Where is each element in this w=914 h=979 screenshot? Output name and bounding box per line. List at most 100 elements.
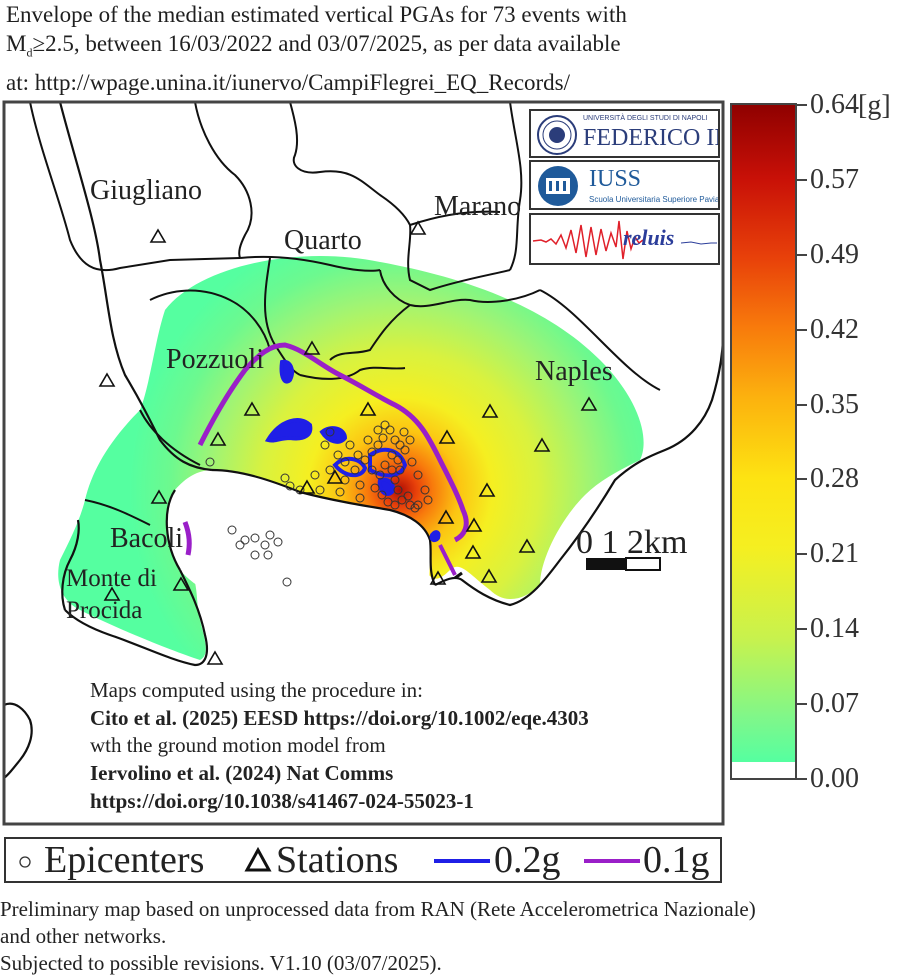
colorbar-tick-mark (797, 628, 807, 631)
colorbar-tick-mark (797, 778, 807, 780)
label-bacoli: Bacoli (110, 523, 183, 554)
epicenter-marker (380, 460, 390, 470)
legend-epicenters: Epicenters (44, 839, 205, 881)
station-marker (438, 429, 456, 444)
epicenter-marker (413, 500, 423, 510)
ref-line-2: Cito et al. (2025) EESD https://doi.org/… (90, 706, 589, 730)
epicenter-marker (315, 485, 325, 495)
epicenter-marker (260, 540, 270, 550)
label-quarto: Quarto (284, 225, 362, 256)
colorbar-tick-label: 0.64 (810, 89, 859, 120)
station-marker (478, 482, 496, 497)
station-marker (518, 538, 536, 553)
footer-line-2: and other networks. (0, 924, 167, 948)
station-marker (580, 396, 598, 411)
epicenter-marker (235, 540, 245, 550)
seismogram-icon (532, 220, 717, 260)
colorbar-tick-mark (797, 403, 807, 406)
epicenter-marker (370, 483, 380, 493)
epicenter-marker (363, 435, 373, 445)
label-marano: Marano (434, 191, 521, 222)
epicenter-marker (399, 427, 409, 437)
reluis-text: reluis (623, 225, 675, 250)
stations-layer (98, 220, 598, 665)
federico-top-text: UNIVERSITÀ DEGLI STUDI DI NAPOLI (583, 115, 708, 122)
contour-0-1g-bacoli (182, 521, 192, 556)
epicenter-marker (420, 485, 430, 495)
map-frame (2, 100, 725, 826)
epicenter-marker (423, 495, 433, 505)
epicenter-marker (390, 500, 400, 510)
epicenter-marker (273, 537, 283, 547)
colorbar-tick-mark (797, 104, 807, 106)
epicenter-marker (380, 420, 390, 430)
station-marker (429, 570, 447, 585)
epicenter-marker (250, 533, 260, 543)
contour-0-2g (264, 359, 441, 543)
contour-0-1g-south (438, 544, 457, 576)
iuss-emblem-icon (538, 166, 578, 206)
colorbar-tick-mark (797, 253, 807, 256)
epicenter-marker (263, 550, 273, 560)
legend-0-2g-line (434, 859, 490, 863)
colorbar-tick-mark (797, 703, 807, 706)
epicenter-marker (387, 450, 397, 460)
epicenter-marker (377, 490, 387, 500)
station-marker (149, 228, 167, 243)
epicenter-marker (367, 447, 377, 457)
epicenter-marker (335, 487, 345, 497)
station-marker (481, 403, 499, 418)
colorbar (730, 103, 797, 780)
scalebar-label: 0 1 2km (576, 524, 687, 561)
map-title: Envelope of the median estimated vertica… (6, 0, 906, 97)
title-line-3: at: http://wpage.unina.it/iunervo/CampiF… (6, 69, 571, 95)
epicenter-marker (350, 465, 360, 475)
epicenter-marker (385, 425, 395, 435)
ref-line-3: wth the ground motion model from (90, 733, 386, 757)
colorbar-tick-label: 0.14 (810, 613, 859, 645)
epicenter-marker (205, 457, 215, 467)
epicenter-marker (353, 450, 363, 460)
legend-0-1g: 0.1g (643, 839, 710, 881)
coastline (4, 102, 723, 779)
logo-federico: UNIVERSITÀ DEGLI STUDI DI NAPOLI FEDERIC… (529, 109, 720, 158)
epicenter-marker (325, 465, 335, 475)
epicenter-marker (265, 530, 275, 540)
epicenter-marker (395, 440, 405, 450)
ref-line-1: Maps computed using the procedure in: (90, 678, 423, 702)
station-marker (98, 372, 116, 387)
epicenter-marker (340, 457, 350, 467)
epicenter-marker (227, 525, 237, 535)
colorbar-tick-mark (797, 328, 807, 331)
station-marker (303, 340, 321, 355)
station-marker (150, 489, 168, 504)
epicenter-marker (390, 475, 400, 485)
epicenter-marker (400, 445, 410, 455)
colorbar-tick-label: 0.35 (810, 388, 859, 420)
station-marker (206, 650, 224, 665)
colorbar-tick-label: 0.57 (810, 163, 859, 195)
contour-0-1g (197, 342, 469, 543)
map-legend: Epicenters Stations 0.2g 0.1g (4, 837, 722, 883)
legend-stations: Stations (276, 839, 399, 881)
epicenter-marker (390, 435, 400, 445)
colorbar-tick-mark (797, 478, 807, 481)
epicenter-marker (355, 493, 365, 503)
epicenter-marker (413, 470, 423, 480)
colorbar-tick-label: 0.00 (810, 763, 859, 794)
legend-0-2g: 0.2g (494, 839, 561, 881)
footer-note: Preliminary map based on unprocessed dat… (0, 896, 910, 977)
epicenter-marker (325, 427, 335, 437)
colorbar-tick-label: 0.42 (810, 313, 859, 345)
colorbar-tick-mark (797, 178, 807, 181)
colorbar-tick-label: 0.21 (810, 538, 859, 570)
iuss-sub-text: Scuola Universitaria Superiore Pavia (589, 195, 720, 204)
epicenter-marker (393, 455, 403, 465)
epicenter-marker (345, 440, 355, 450)
label-pozzuoli: Pozzuoli (166, 344, 264, 375)
epicenter-marker (403, 491, 413, 501)
cape-mark (454, 571, 463, 580)
epicenter-marker (282, 577, 292, 587)
epicenter-marker (280, 473, 290, 483)
epicenter-marker (295, 485, 305, 495)
